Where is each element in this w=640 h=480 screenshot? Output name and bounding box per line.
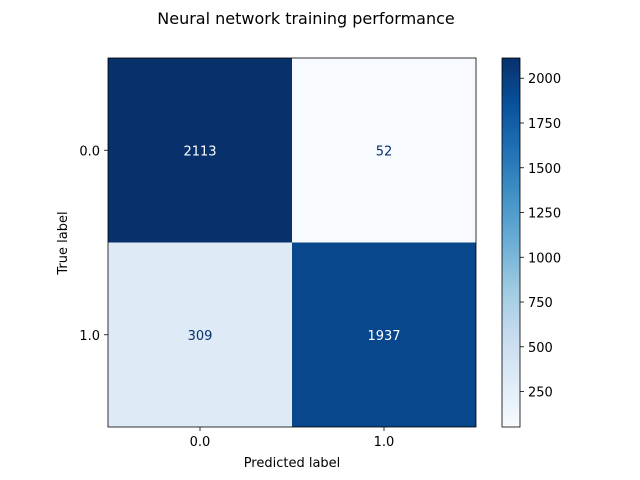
colorbar-tick-label: 500 [528,341,553,356]
colorbar-tick-label: 1000 [528,251,561,266]
x-tick-label: 1.0 [374,435,395,450]
colorbar-tick-label: 250 [528,386,553,401]
heatmap-cell [108,242,292,427]
heatmap-cell [292,58,476,243]
plot-frame [107,57,477,428]
x-axis-label: Predicted label [244,456,341,471]
cell-value-label: 52 [376,144,393,159]
y-tick-label: 0.0 [79,144,100,159]
y-axis-ticks: 0.0 1.0 [79,144,108,344]
colorbar [501,57,521,428]
colorbar-tick-label: 2000 [528,72,561,87]
heatmap-cells: 2113 52 309 1937 [108,58,476,427]
x-tick-label: 0.0 [190,435,211,450]
y-tick-label: 1.0 [79,329,100,344]
colorbar-tick-label: 750 [528,296,553,311]
y-axis-label: True label [56,211,71,275]
chart-title: Neural network training performance [157,9,454,28]
x-axis-ticks: 0.0 1.0 [190,427,395,450]
colorbar-ticks: 250 500 750 1000 1250 1500 1750 2000 [520,72,561,401]
heatmap-cell [292,242,476,427]
colorbar-tick-label: 1750 [528,117,561,132]
cell-value-label: 1937 [367,329,400,344]
cell-value-label: 309 [188,329,213,344]
colorbar-tick-label: 1250 [528,207,561,222]
cell-value-label: 2113 [183,144,216,159]
heatmap-cell [108,58,292,243]
colorbar-tick-label: 1500 [528,162,561,177]
